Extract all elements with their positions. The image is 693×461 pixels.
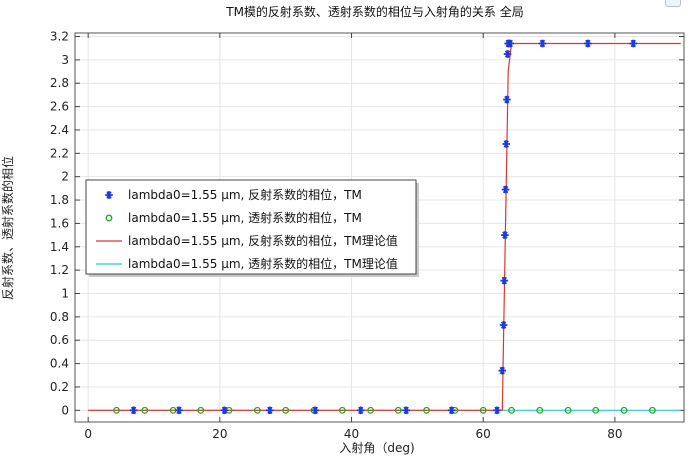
data-point-star: [493, 406, 501, 415]
data-point-circle: [394, 406, 402, 414]
data-point-star: [356, 406, 365, 415]
y-tick-label: 0.6: [50, 333, 69, 347]
legend-box: [85, 179, 417, 275]
data-point-star: [129, 406, 138, 415]
data-point-star: [503, 95, 511, 104]
data-point-circle: [197, 406, 205, 414]
legend-label: lambda0=1.55 µm, 反射系数的相位，TM理论值: [128, 233, 398, 248]
data-point-circle: [141, 406, 149, 414]
legend-entry: lambda0=1.55 µm, 反射系数的相位，TM: [105, 187, 362, 202]
y-tick-label: 3.2: [50, 30, 69, 44]
data-point-star: [501, 185, 510, 194]
x-tick-label: 80: [607, 427, 622, 441]
data-point-circle: [592, 406, 600, 414]
x-tick-label: 20: [212, 427, 227, 441]
data-point-circle: [479, 406, 487, 414]
x-tick-label: 60: [476, 427, 491, 441]
data-point-circle: [508, 406, 515, 414]
axes: 0 0.2 0.4 0.6 0.8 1 1.2 1.4 1.6 1.8 2 2.2 2.4 2.6 2.8 3…: [50, 30, 684, 441]
data-point-star: [502, 140, 511, 148]
data-point-star: [311, 406, 320, 415]
data-point-star: [629, 39, 638, 48]
data-point-star: [538, 39, 547, 48]
data-point-circle: [253, 406, 261, 414]
y-tick-label: 1.8: [50, 193, 69, 207]
data-point-star: [447, 406, 456, 415]
y-tick-label: 2.4: [50, 123, 69, 137]
data-point-star: [506, 39, 514, 48]
legend-entry: lambda0=1.55 µm, 反射系数的相位，TM理论值: [96, 233, 398, 248]
y-tick-label: 3: [61, 53, 69, 67]
x-tick-label: 40: [344, 427, 359, 441]
y-tick-label: 1: [61, 287, 69, 301]
series: [88, 39, 681, 415]
data-point-circle: [282, 406, 290, 414]
y-tick-label: 2: [61, 170, 69, 184]
grid: [75, 33, 684, 422]
legend-label: lambda0=1.55 µm, 透射系数的相位，TM: [128, 210, 362, 225]
y-tick-label: 2.2: [50, 146, 69, 160]
data-point-star: [499, 321, 508, 329]
data-point-star: [498, 366, 507, 375]
y-tick-label: 2.8: [50, 76, 69, 90]
y-tick-label: 0.8: [50, 310, 69, 324]
legend-label: lambda0=1.55 µm, 反射系数的相位，TM: [128, 187, 362, 202]
corner-decoration-icon: [665, 0, 681, 7]
legend-swatch-circle: [105, 214, 113, 222]
data-point-star: [503, 50, 512, 58]
x-axis-label: 入射角（deg): [339, 440, 414, 455]
y-tick-label: 1.4: [50, 240, 69, 254]
data-point-star: [175, 406, 183, 415]
x-tick-label: 0: [84, 427, 92, 441]
data-point-star: [500, 276, 509, 285]
y-tick-label: 0: [61, 403, 69, 417]
legend-entries: lambda0=1.55 µm, 反射系数的相位，TM lambda0=1.55 …: [96, 187, 398, 271]
legend-swatch-star: [105, 191, 113, 199]
legend-entry: lambda0=1.55 µm, 透射系数的相位，TM: [105, 210, 362, 225]
data-point-star: [402, 406, 410, 415]
chart-title: TM模的反射系数、透射系数的相位与入射角的关系 全局: [225, 4, 524, 19]
data-point-circle: [536, 406, 544, 414]
data-point-circle: [648, 406, 656, 414]
y-tick-label: 1.6: [50, 216, 69, 230]
plot-area-frame: [74, 32, 685, 423]
data-point-circle: [423, 406, 431, 414]
data-point-circle: [113, 406, 120, 414]
legend-label: lambda0=1.55 µm, 透射系数的相位，TM理论值: [128, 256, 398, 271]
data-point-circle: [620, 406, 628, 414]
legend-entry: lambda0=1.55 µm, 透射系数的相位，TM理论值: [96, 256, 398, 271]
y-tick-label: 2.6: [50, 100, 69, 114]
data-point-star: [584, 39, 592, 48]
y-tick-label: 0.4: [50, 357, 69, 371]
y-axis-label: 反射系数、透射系数的相位: [0, 156, 15, 300]
data-point-star: [266, 406, 274, 415]
data-point-star: [220, 406, 229, 415]
y-tick-label: 1.2: [50, 263, 69, 277]
data-point-circle: [564, 406, 572, 414]
y-tick-label: 0.2: [50, 380, 69, 394]
data-point-circle: [367, 406, 375, 414]
data-point-circle: [338, 406, 346, 414]
data-point-star: [501, 231, 509, 239]
legend: lambda0=1.55 µm, 反射系数的相位，TM lambda0=1.55 …: [85, 179, 419, 277]
